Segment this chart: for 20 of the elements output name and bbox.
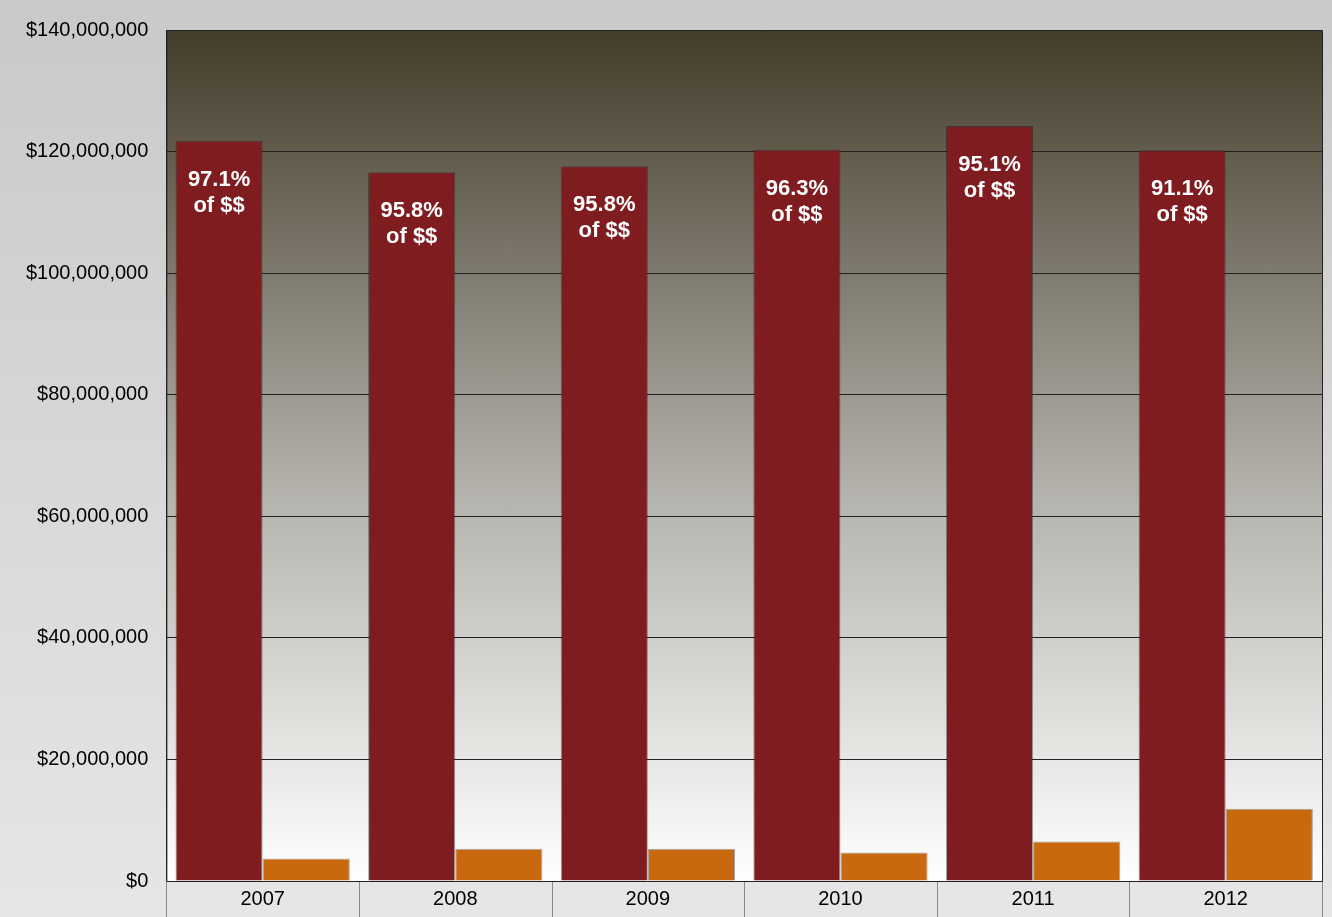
y-tick-label: $100,000,000: [26, 260, 149, 283]
y-tick-label: $0: [126, 868, 149, 891]
annotation: 91.1% of $$: [1150, 175, 1214, 227]
y-tick-label: $80,000,000: [37, 382, 149, 405]
annotation: 95.8% of $$: [380, 197, 443, 249]
annotation: 95.8% of $$: [573, 191, 636, 243]
x-tick-label: 2007: [240, 886, 285, 909]
x-tick-label: 2011: [1011, 886, 1055, 909]
x-tick-label: 2010: [818, 886, 863, 909]
y-tick-label: $20,000,000: [37, 746, 149, 769]
annotation: 95.1% of $$: [958, 151, 1021, 203]
x-tick-label: 2008: [433, 886, 478, 909]
y-tick-label: $140,000,000: [26, 17, 149, 40]
y-tick-label: $40,000,000: [37, 625, 149, 648]
x-tick-label: 2009: [625, 886, 671, 909]
y-tick-label: $60,000,000: [37, 503, 149, 526]
annotation: 97.1% of $$: [187, 165, 251, 217]
x-tick-label: 2012: [1203, 886, 1248, 909]
annotation: 96.3% of $$: [765, 174, 829, 226]
y-tick-label: $120,000,000: [26, 139, 149, 162]
